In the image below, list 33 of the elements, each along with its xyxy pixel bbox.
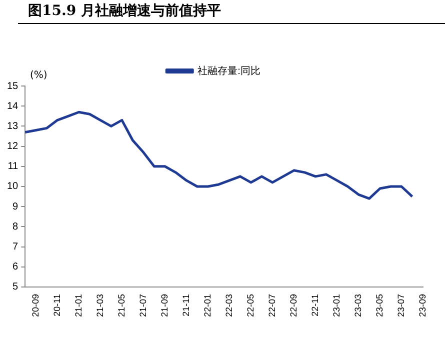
- y-tick-label: 13: [7, 120, 19, 132]
- y-tick-label: 14: [7, 100, 19, 112]
- x-tick-label: 21-01: [73, 294, 84, 318]
- y-tick-label: 10: [7, 181, 19, 192]
- y-tick-label: 11: [8, 161, 19, 172]
- x-tick-label: 21-03: [94, 294, 105, 318]
- y-tick-label: 5: [12, 282, 19, 293]
- y-tick-label: 9: [12, 201, 19, 212]
- y-tick-label: 6: [12, 262, 19, 273]
- x-tick-label: 21-11: [180, 294, 191, 316]
- legend-label: 社融存量:同比: [198, 64, 260, 77]
- x-tick-label: 22-03: [224, 294, 234, 318]
- chart-title: 图15.9 月社融增速与前值持平: [28, 2, 221, 20]
- x-tick-label: 22-01: [202, 294, 212, 318]
- x-tick-label: 22-07: [266, 294, 277, 318]
- y-axis-title: (%): [30, 70, 48, 81]
- x-tick-label: 21-07: [138, 294, 148, 318]
- x-tick-label: 22-05: [245, 294, 256, 318]
- x-tick-label: 23-03: [352, 294, 363, 318]
- x-tick-label: 23-05: [374, 294, 384, 318]
- x-tick-label: 23-07: [396, 294, 406, 318]
- x-tick-label: 22-09: [288, 294, 298, 318]
- y-tick-label: 12: [7, 141, 19, 152]
- x-tick-label: 22-11: [310, 294, 320, 316]
- x-tick-label: 21-09: [159, 294, 170, 318]
- y-tick-label: 8: [12, 221, 19, 232]
- x-tick-label: 23-09: [417, 294, 428, 318]
- y-tick-label: 15: [7, 80, 19, 92]
- x-tick-label: 20-09: [30, 294, 40, 318]
- y-tick-label: 7: [12, 242, 19, 253]
- x-tick-label: 21-05: [116, 294, 126, 318]
- x-tick-label: 23-01: [331, 294, 342, 318]
- x-tick-label: 20-11: [52, 294, 62, 316]
